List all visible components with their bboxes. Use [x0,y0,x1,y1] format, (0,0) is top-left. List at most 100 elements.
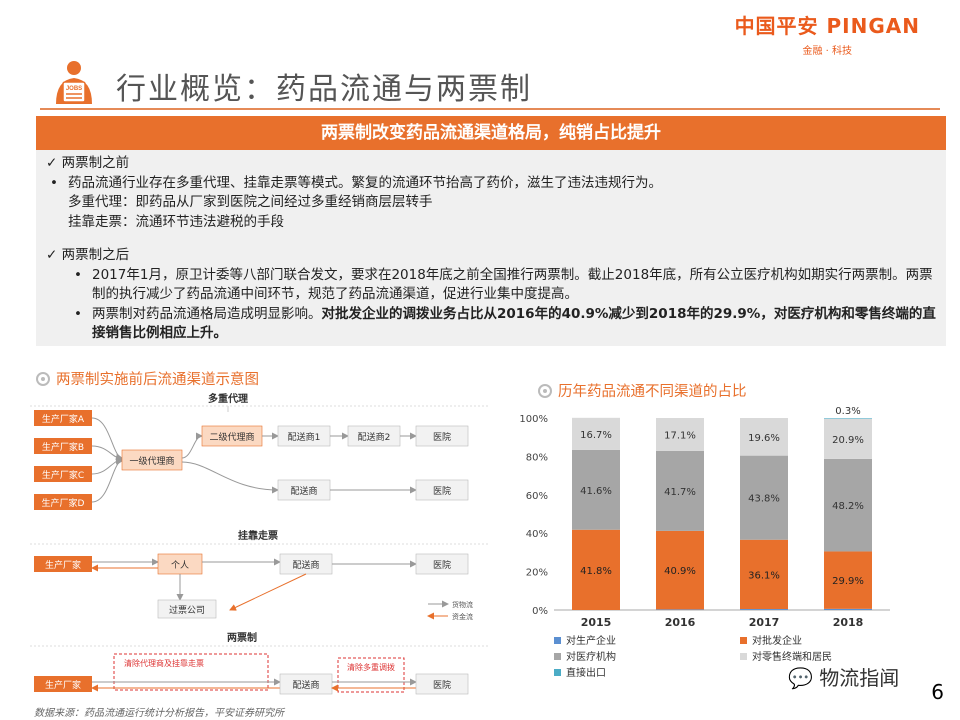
svg-text:生产厂家C: 生产厂家C [42,469,84,481]
individual: 个人 [157,553,203,575]
info-box: 两票制之前 药品流通行业存在多重代理、挂靠走票等模式。繁复的流通环节抬高了药价，… [36,150,946,346]
shell-company: 过票公司 [157,599,217,619]
after-heading: 两票制之后 [46,246,936,266]
data-label-2016-series-1: 40.9% [664,566,696,577]
bar-2016-series-0 [656,609,704,610]
bar-2017-series-0 [740,609,788,610]
svg-text:生产厂家: 生产厂家 [45,559,81,571]
summary-banner: 两票制改变药品流通渠道格局，纯销占比提升 [36,116,946,150]
data-label-2015-series-3: 16.7% [580,430,612,441]
hospital-shell: 医院 [415,553,469,575]
chart-heading: 历年药品流通不同渠道的占比 [538,380,747,401]
bar-2017-series-1 [740,539,788,610]
title-divider [40,108,940,110]
before-heading: 两票制之前 [46,154,936,174]
logo-text: 中国平安 PINGAN [734,14,920,38]
wechat-watermark: 💬 物流指闻 [788,662,899,691]
page-title: 行业概览：药品流通与两票制 [116,72,532,107]
bar-2016-series-1 [656,530,704,610]
bullet-circle-icon [538,384,552,398]
company-logo: 中国平安 PINGAN 金融 · 科技 [735,10,920,57]
legend-swatch-1 [740,637,747,644]
svg-text:配送商2: 配送商2 [358,431,391,443]
legend-money-flow: 资金流 [452,612,473,621]
data-label-2017-series-1: 36.1% [748,570,780,581]
legend-label-3: 对零售终端和居民 [752,650,832,663]
manufacturer-b: 生产厂家B [34,438,92,454]
data-label-2016-series-3: 17.1% [664,430,696,441]
svg-text:生产厂家A: 生产厂家A [42,413,85,425]
svg-text:配送商: 配送商 [290,485,317,497]
svg-text:医院: 医院 [433,559,451,571]
after-bullet-2: 两票制对药品流通格局造成明显影响。对批发企业的调拨业务占比从2016年的40.9… [46,305,936,344]
bar-2018-series-3 [824,418,872,459]
bar-2018-series-0 [824,608,872,610]
svg-text:配送商: 配送商 [292,559,319,571]
data-label-2017-series-2: 43.8% [748,494,780,505]
bullet-circle-icon [36,372,50,386]
clear-multi-frame [337,657,405,693]
data-source: 数据来源：药品流通运行统计分析报告，平安证券研究所 [34,708,284,719]
wechat-icon: 💬 [788,666,813,690]
bar-2015-series-2 [572,449,620,530]
y-tick-label: 20% [526,568,548,579]
distributor-shell: 配送商 [279,553,333,575]
data-label-2015-series-2: 41.6% [580,486,612,497]
svg-text:生产厂家D: 生产厂家D [42,497,85,509]
svg-text:过票公司: 过票公司 [169,604,205,616]
data-label-2018-series-2: 48.2% [832,501,864,512]
section-two-invoice-title: 两票制 [227,631,257,644]
manufacturer-two-invoice: 生产厂家 [34,676,92,692]
legend-label-0: 对生产企业 [566,634,616,647]
clear-agents-frame [113,653,269,691]
distributor-1: 配送商1 [277,425,331,447]
legend-label-4: 直接出口 [566,666,606,679]
legend-swatch-3 [740,653,747,660]
hospital-two-invoice: 医院 [415,673,469,695]
bar-2015-series-3 [572,417,620,450]
svg-text:二级代理商: 二级代理商 [209,431,254,443]
data-label-2017-series-3: 19.6% [748,433,780,444]
legend-swatch-4 [554,669,561,676]
manufacturer-shell: 生产厂家 [34,556,92,572]
legend-swatch-2 [554,653,561,660]
svg-text:配送商1: 配送商1 [288,431,321,443]
hospital-2: 医院 [415,479,469,501]
data-label-2018-series-4: 0.3% [835,406,860,417]
data-label-2018-series-1: 29.9% [832,576,864,587]
distributor-two-invoice: 配送商 [279,673,333,695]
data-label-2018-series-3: 20.9% [832,435,864,446]
second-level-agent: 二级代理商 [201,425,263,447]
watermark-text: 物流指闻 [819,666,900,690]
legend-goods-flow: 货物流 [452,600,473,609]
data-label-2016-series-2: 41.7% [664,487,696,498]
svg-text:医院: 医院 [433,485,451,497]
distributor-multi: 配送商 [277,479,331,501]
after-bullet-1: 2017年1月，原卫计委等八部门联合发文，要求在2018年底之前全国推行两票制。… [46,266,936,305]
bar-2017-series-3 [740,418,788,456]
after-bullet-2-plain: 两票制对药品流通格局造成明显影响。 [92,305,322,322]
manufacturer-a: 生产厂家A [34,410,92,426]
first-level-agent: 一级代理商 [121,449,183,471]
channel-diagram: 多重代理 生产厂家A 生产厂家B 生产厂家C 生产厂家D 一级代理商 二级代理商… [30,392,490,695]
section-shell-title: 挂靠走票 [238,529,278,542]
bar-2017-series-2 [740,455,788,540]
y-tick-label: 40% [526,529,548,540]
hospital-1: 医院 [415,425,469,447]
svg-text:个人: 个人 [171,560,189,571]
distributor-2: 配送商2 [347,425,401,447]
x-tick-label: 2018 [833,616,864,629]
x-tick-label: 2017 [749,616,780,629]
section-multi-agent-title: 多重代理 [208,392,248,405]
bar-2018-series-4 [824,418,872,419]
legend-label-2: 对医疗机构 [566,650,616,663]
channel-share-chart: 0% 20% 40% 60% 80% 100% 41.8% 41.6% 16.7% 2015 0.3… [519,406,890,679]
diagram-heading: 两票制实施前后流通渠道示意图 [36,368,259,389]
svg-text:医院: 医院 [433,431,451,443]
manufacturer-d: 生产厂家D [34,494,92,510]
before-line-2: 挂靠走票：流通环节违法避税的手段 [68,213,284,230]
jobs-label: JOBS [66,86,82,92]
y-tick-label: 60% [526,491,548,502]
x-tick-label: 2016 [665,616,696,629]
svg-text:配送商: 配送商 [292,679,319,691]
